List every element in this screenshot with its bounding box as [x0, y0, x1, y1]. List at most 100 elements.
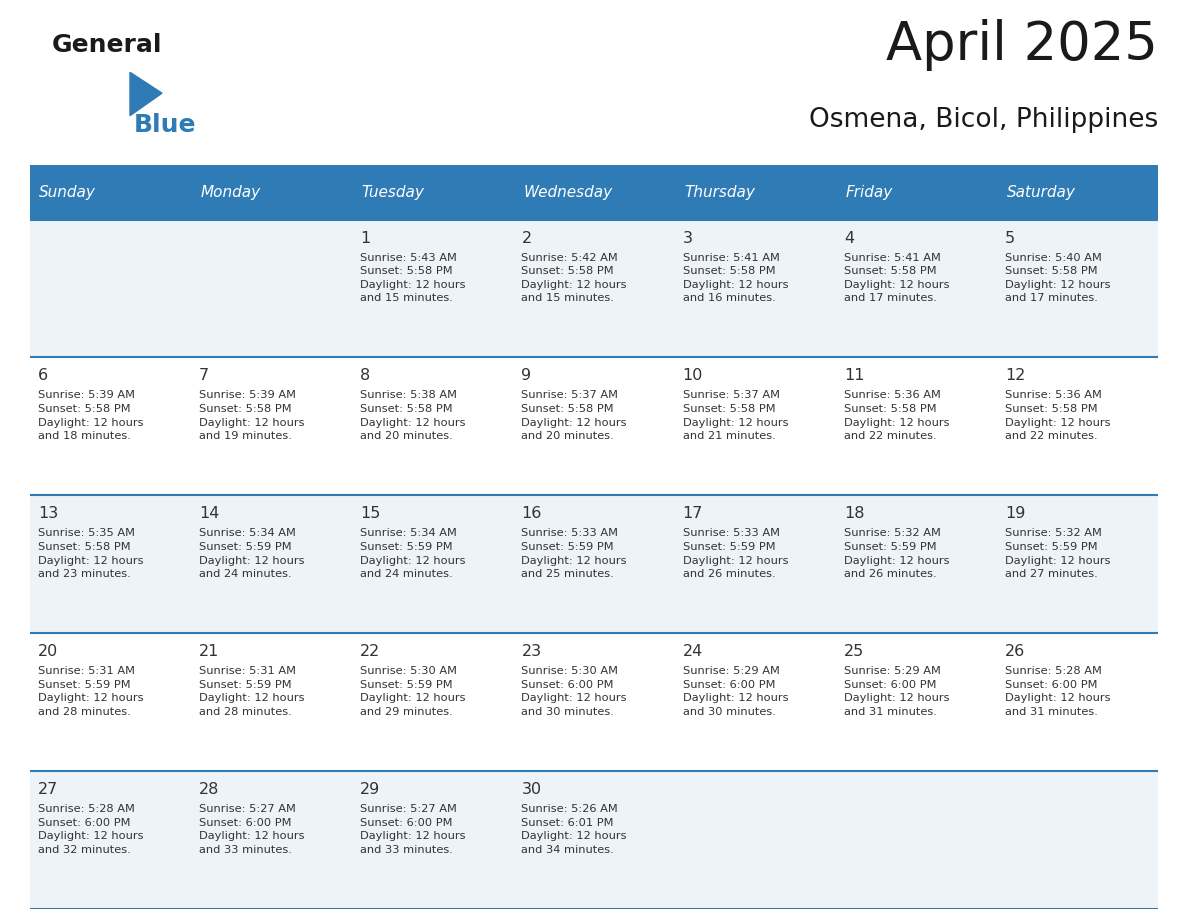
Text: Sunrise: 5:30 AM
Sunset: 6:00 PM
Daylight: 12 hours
and 30 minutes.: Sunrise: 5:30 AM Sunset: 6:00 PM Dayligh… [522, 666, 627, 717]
FancyBboxPatch shape [352, 633, 513, 771]
Text: 30: 30 [522, 782, 542, 797]
FancyBboxPatch shape [513, 357, 675, 495]
Text: Sunday: Sunday [39, 185, 96, 200]
Text: 21: 21 [200, 644, 220, 659]
Text: Sunrise: 5:41 AM
Sunset: 5:58 PM
Daylight: 12 hours
and 16 minutes.: Sunrise: 5:41 AM Sunset: 5:58 PM Dayligh… [683, 252, 788, 304]
Text: Sunrise: 5:28 AM
Sunset: 6:00 PM
Daylight: 12 hours
and 32 minutes.: Sunrise: 5:28 AM Sunset: 6:00 PM Dayligh… [38, 804, 144, 855]
Text: General: General [52, 33, 163, 57]
Text: 8: 8 [360, 368, 371, 384]
Text: Sunrise: 5:32 AM
Sunset: 5:59 PM
Daylight: 12 hours
and 27 minutes.: Sunrise: 5:32 AM Sunset: 5:59 PM Dayligh… [1005, 529, 1111, 579]
Text: 11: 11 [843, 368, 865, 384]
FancyBboxPatch shape [513, 771, 675, 909]
FancyBboxPatch shape [352, 165, 513, 219]
Text: 22: 22 [360, 644, 380, 659]
FancyBboxPatch shape [997, 357, 1158, 495]
Text: 15: 15 [360, 506, 380, 521]
Text: Tuesday: Tuesday [362, 185, 424, 200]
Text: Wednesday: Wednesday [523, 185, 612, 200]
FancyBboxPatch shape [30, 219, 191, 357]
Text: Sunrise: 5:43 AM
Sunset: 5:58 PM
Daylight: 12 hours
and 15 minutes.: Sunrise: 5:43 AM Sunset: 5:58 PM Dayligh… [360, 252, 466, 304]
Text: Blue: Blue [134, 113, 196, 138]
FancyBboxPatch shape [675, 357, 836, 495]
Text: 5: 5 [1005, 230, 1016, 245]
Text: 6: 6 [38, 368, 48, 384]
FancyBboxPatch shape [675, 633, 836, 771]
Text: Sunrise: 5:41 AM
Sunset: 5:58 PM
Daylight: 12 hours
and 17 minutes.: Sunrise: 5:41 AM Sunset: 5:58 PM Dayligh… [843, 252, 949, 304]
FancyBboxPatch shape [836, 633, 997, 771]
Text: Sunrise: 5:27 AM
Sunset: 6:00 PM
Daylight: 12 hours
and 33 minutes.: Sunrise: 5:27 AM Sunset: 6:00 PM Dayligh… [360, 804, 466, 855]
Text: 17: 17 [683, 506, 703, 521]
Text: Sunrise: 5:29 AM
Sunset: 6:00 PM
Daylight: 12 hours
and 30 minutes.: Sunrise: 5:29 AM Sunset: 6:00 PM Dayligh… [683, 666, 788, 717]
Text: Sunrise: 5:31 AM
Sunset: 5:59 PM
Daylight: 12 hours
and 28 minutes.: Sunrise: 5:31 AM Sunset: 5:59 PM Dayligh… [38, 666, 144, 717]
Text: 7: 7 [200, 368, 209, 384]
Text: Osmena, Bicol, Philippines: Osmena, Bicol, Philippines [809, 107, 1158, 133]
Text: 16: 16 [522, 506, 542, 521]
FancyBboxPatch shape [513, 165, 675, 219]
Text: 28: 28 [200, 782, 220, 797]
Text: Sunrise: 5:36 AM
Sunset: 5:58 PM
Daylight: 12 hours
and 22 minutes.: Sunrise: 5:36 AM Sunset: 5:58 PM Dayligh… [843, 390, 949, 442]
Text: 2: 2 [522, 230, 531, 245]
Text: 13: 13 [38, 506, 58, 521]
FancyBboxPatch shape [191, 219, 352, 357]
FancyBboxPatch shape [997, 165, 1158, 219]
Text: Sunrise: 5:26 AM
Sunset: 6:01 PM
Daylight: 12 hours
and 34 minutes.: Sunrise: 5:26 AM Sunset: 6:01 PM Dayligh… [522, 804, 627, 855]
FancyBboxPatch shape [997, 633, 1158, 771]
Text: 4: 4 [843, 230, 854, 245]
Text: 20: 20 [38, 644, 58, 659]
Text: Monday: Monday [201, 185, 260, 200]
FancyBboxPatch shape [675, 219, 836, 357]
FancyBboxPatch shape [836, 219, 997, 357]
Text: Sunrise: 5:37 AM
Sunset: 5:58 PM
Daylight: 12 hours
and 21 minutes.: Sunrise: 5:37 AM Sunset: 5:58 PM Dayligh… [683, 390, 788, 442]
FancyBboxPatch shape [997, 771, 1158, 909]
FancyBboxPatch shape [191, 495, 352, 633]
FancyBboxPatch shape [30, 165, 191, 219]
Text: 14: 14 [200, 506, 220, 521]
Text: 3: 3 [683, 230, 693, 245]
Text: Sunrise: 5:30 AM
Sunset: 5:59 PM
Daylight: 12 hours
and 29 minutes.: Sunrise: 5:30 AM Sunset: 5:59 PM Dayligh… [360, 666, 466, 717]
Text: Friday: Friday [846, 185, 892, 200]
Text: 18: 18 [843, 506, 865, 521]
Text: Sunrise: 5:33 AM
Sunset: 5:59 PM
Daylight: 12 hours
and 25 minutes.: Sunrise: 5:33 AM Sunset: 5:59 PM Dayligh… [522, 529, 627, 579]
FancyBboxPatch shape [836, 165, 997, 219]
Text: 29: 29 [360, 782, 380, 797]
FancyBboxPatch shape [191, 633, 352, 771]
FancyBboxPatch shape [997, 495, 1158, 633]
Text: 10: 10 [683, 368, 703, 384]
Text: Sunrise: 5:37 AM
Sunset: 5:58 PM
Daylight: 12 hours
and 20 minutes.: Sunrise: 5:37 AM Sunset: 5:58 PM Dayligh… [522, 390, 627, 442]
Text: Sunrise: 5:31 AM
Sunset: 5:59 PM
Daylight: 12 hours
and 28 minutes.: Sunrise: 5:31 AM Sunset: 5:59 PM Dayligh… [200, 666, 304, 717]
FancyBboxPatch shape [191, 165, 352, 219]
Text: 19: 19 [1005, 506, 1025, 521]
Text: Sunrise: 5:39 AM
Sunset: 5:58 PM
Daylight: 12 hours
and 18 minutes.: Sunrise: 5:39 AM Sunset: 5:58 PM Dayligh… [38, 390, 144, 442]
Text: Saturday: Saturday [1006, 185, 1075, 200]
Text: 1: 1 [360, 230, 371, 245]
FancyBboxPatch shape [30, 495, 191, 633]
Text: Sunrise: 5:35 AM
Sunset: 5:58 PM
Daylight: 12 hours
and 23 minutes.: Sunrise: 5:35 AM Sunset: 5:58 PM Dayligh… [38, 529, 144, 579]
FancyBboxPatch shape [675, 495, 836, 633]
Text: Sunrise: 5:39 AM
Sunset: 5:58 PM
Daylight: 12 hours
and 19 minutes.: Sunrise: 5:39 AM Sunset: 5:58 PM Dayligh… [200, 390, 304, 442]
FancyBboxPatch shape [836, 771, 997, 909]
Text: 23: 23 [522, 644, 542, 659]
Text: 25: 25 [843, 644, 864, 659]
FancyBboxPatch shape [836, 357, 997, 495]
FancyBboxPatch shape [30, 771, 191, 909]
FancyBboxPatch shape [836, 495, 997, 633]
FancyBboxPatch shape [352, 357, 513, 495]
FancyBboxPatch shape [513, 633, 675, 771]
FancyBboxPatch shape [30, 357, 191, 495]
Text: Sunrise: 5:28 AM
Sunset: 6:00 PM
Daylight: 12 hours
and 31 minutes.: Sunrise: 5:28 AM Sunset: 6:00 PM Dayligh… [1005, 666, 1111, 717]
Text: Sunrise: 5:32 AM
Sunset: 5:59 PM
Daylight: 12 hours
and 26 minutes.: Sunrise: 5:32 AM Sunset: 5:59 PM Dayligh… [843, 529, 949, 579]
FancyBboxPatch shape [997, 219, 1158, 357]
Text: 12: 12 [1005, 368, 1025, 384]
Text: Sunrise: 5:42 AM
Sunset: 5:58 PM
Daylight: 12 hours
and 15 minutes.: Sunrise: 5:42 AM Sunset: 5:58 PM Dayligh… [522, 252, 627, 304]
Polygon shape [129, 73, 162, 116]
FancyBboxPatch shape [513, 219, 675, 357]
Text: April 2025: April 2025 [886, 19, 1158, 71]
FancyBboxPatch shape [675, 165, 836, 219]
Text: Thursday: Thursday [684, 185, 756, 200]
Text: Sunrise: 5:27 AM
Sunset: 6:00 PM
Daylight: 12 hours
and 33 minutes.: Sunrise: 5:27 AM Sunset: 6:00 PM Dayligh… [200, 804, 304, 855]
Text: Sunrise: 5:29 AM
Sunset: 6:00 PM
Daylight: 12 hours
and 31 minutes.: Sunrise: 5:29 AM Sunset: 6:00 PM Dayligh… [843, 666, 949, 717]
FancyBboxPatch shape [352, 771, 513, 909]
Text: Sunrise: 5:38 AM
Sunset: 5:58 PM
Daylight: 12 hours
and 20 minutes.: Sunrise: 5:38 AM Sunset: 5:58 PM Dayligh… [360, 390, 466, 442]
FancyBboxPatch shape [675, 771, 836, 909]
Text: 27: 27 [38, 782, 58, 797]
